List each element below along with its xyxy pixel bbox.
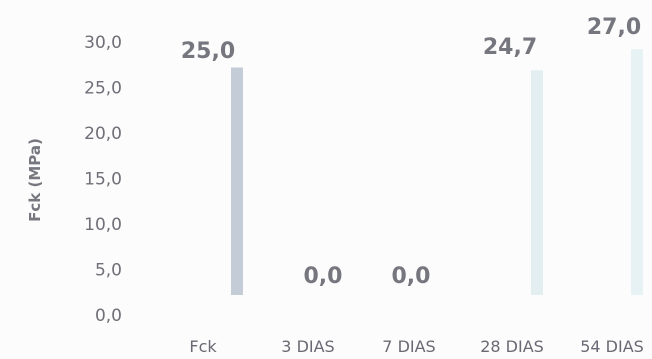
y-tick-label: 10,0 — [84, 215, 122, 235]
y-tick-label: 25,0 — [84, 79, 122, 99]
x-tick-label: 28 DIAS — [480, 337, 544, 356]
x-tick-label: 7 DIAS — [382, 337, 435, 356]
x-tick-label: 54 DIAS — [580, 337, 644, 356]
y-tick-label: 30,0 — [84, 33, 122, 53]
data-labels-group: 25,0 0,0 0,0 24,7 27,0 — [181, 15, 641, 289]
y-tick-label: 15,0 — [84, 170, 122, 190]
data-label-3: 24,7 — [483, 35, 537, 60]
x-tick-label: 3 DIAS — [281, 337, 334, 356]
data-label-1: 0,0 — [304, 264, 343, 289]
bar-4 — [631, 49, 643, 295]
y-axis-title: Fck (MPa) — [26, 138, 44, 222]
bar-0 — [231, 67, 243, 295]
bar-3 — [531, 70, 543, 295]
data-label-4: 27,0 — [587, 15, 641, 40]
y-tick-label: 20,0 — [84, 124, 122, 144]
x-tick-label: Fck — [189, 337, 217, 356]
y-tick-label: 5,0 — [95, 261, 122, 281]
y-tick-label: 0,0 — [95, 306, 122, 326]
data-label-0: 25,0 — [181, 39, 235, 64]
data-label-2: 0,0 — [392, 264, 431, 289]
y-axis-ticks: 0,0 5,0 10,0 15,0 20,0 25,0 30,0 — [84, 33, 122, 326]
bars-group — [231, 49, 643, 295]
x-axis-labels: Fck 3 DIAS 7 DIAS 28 DIAS 54 DIAS — [189, 337, 643, 356]
